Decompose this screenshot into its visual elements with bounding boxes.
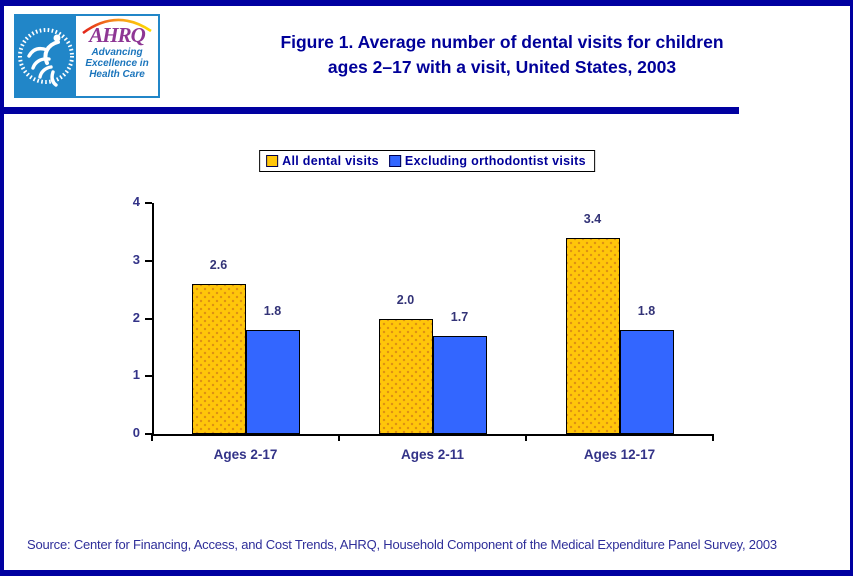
figure-title-line1: Figure 1. Average number of dental visit… (280, 32, 724, 52)
legend-swatch-icon (388, 155, 401, 167)
bar-value-label: 3.4 (583, 211, 602, 226)
ahrq-logo-panel: AHRQ Advancing Excellence in Health Care (76, 16, 158, 96)
bar-excluding-orthodontist-visits (432, 335, 487, 434)
x-tick-mark (338, 434, 340, 441)
x-tick-mark (712, 434, 714, 441)
bar-all-dental-visits (378, 318, 433, 434)
x-category-label: Ages 12-17 (583, 447, 656, 462)
bar-all-dental-visits (565, 237, 620, 434)
source-note: Source: Center for Financing, Access, an… (27, 537, 777, 552)
ahrq-wordmark: AHRQ (89, 23, 146, 47)
hhs-seal (16, 16, 76, 96)
bar-chart: 0 1 2 3 4 Ages 2-17 2.6 1.8 Ages 2-11 2.0 1.7 Ages … (4, 6, 850, 570)
bar-value-label: 1.7 (450, 309, 469, 324)
legend-item: All dental visits (266, 154, 379, 168)
y-tick-mark (145, 317, 152, 320)
y-tick-mark (145, 259, 152, 262)
x-tick-mark (525, 434, 527, 441)
legend-swatch-icon (266, 155, 279, 167)
x-category-label: Ages 2-17 (213, 447, 278, 462)
y-tick-mark (145, 202, 152, 204)
y-tick-label: 2 (132, 309, 140, 325)
figure-title: Figure 1. Average number of dental visit… (170, 30, 834, 80)
bar-value-label: 1.8 (637, 304, 656, 319)
x-axis-line (152, 434, 713, 436)
legend-label: All dental visits (282, 154, 379, 168)
legend: All dental visits Excluding orthodontist … (259, 150, 595, 172)
y-tick-label: 4 (132, 194, 140, 209)
hhs-eagle-icon (18, 28, 74, 87)
hhs-ahrq-logo: AHRQ Advancing Excellence in Health Care (14, 14, 160, 98)
y-axis-line (152, 203, 154, 436)
y-tick-label: 1 (132, 367, 140, 383)
bar-excluding-orthodontist-visits (619, 330, 674, 434)
y-tick-mark (145, 433, 152, 435)
y-tick-mark (145, 375, 152, 378)
bar-all-dental-visits (191, 283, 246, 434)
y-tick-label: 0 (132, 425, 140, 440)
x-category-label: Ages 2-11 (400, 447, 465, 462)
legend-label: Excluding orthodontist visits (404, 154, 586, 168)
bar-value-label: 1.8 (263, 304, 282, 319)
figure-title-line2: ages 2–17 with a visit, United States, 2… (327, 57, 677, 77)
ahrq-tagline: Advancing Excellence in Health Care (85, 47, 149, 80)
x-tick-mark (151, 434, 153, 441)
legend-item: Excluding orthodontist visits (388, 154, 586, 168)
bar-value-label: 2.6 (209, 257, 228, 272)
bar-value-label: 2.0 (396, 292, 415, 307)
y-tick-label: 3 (132, 251, 140, 267)
ahrq-rainbow-arc-icon (82, 18, 152, 34)
header-divider-bar (4, 107, 739, 114)
bar-excluding-orthodontist-visits (245, 330, 300, 434)
